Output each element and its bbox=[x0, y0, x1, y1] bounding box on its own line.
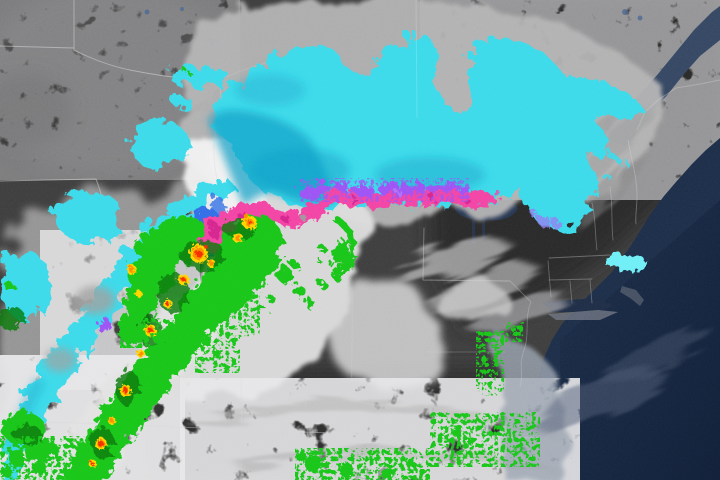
weather-map-canvas bbox=[0, 0, 720, 480]
satellite-grain-texture bbox=[0, 0, 720, 480]
satellite-radar-map bbox=[0, 0, 720, 480]
